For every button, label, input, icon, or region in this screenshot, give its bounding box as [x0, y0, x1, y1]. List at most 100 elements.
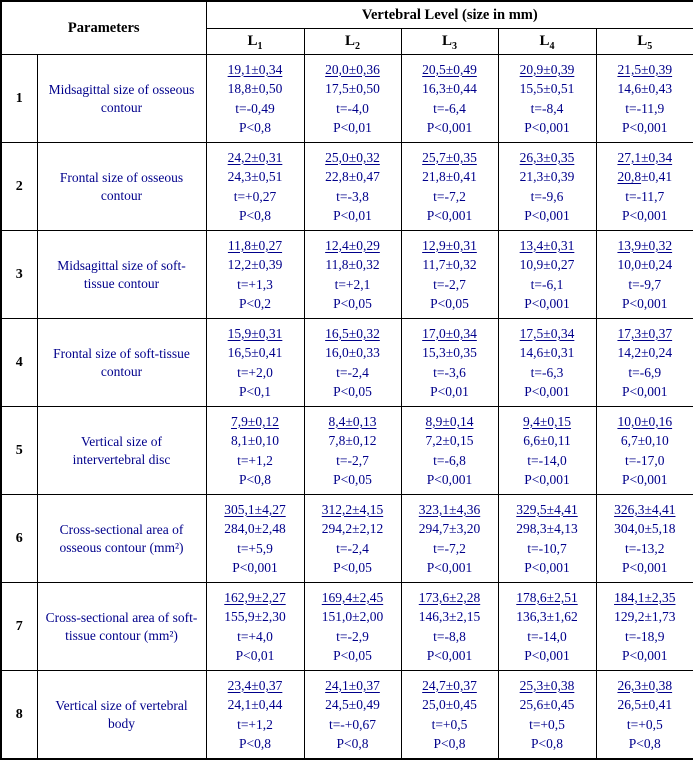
cell-line-3: t=-14,0	[499, 627, 596, 647]
cell-line-4: P<0,01	[207, 646, 304, 666]
cell-line-1: 23,4±0,37	[207, 676, 304, 696]
row-number: 1	[1, 55, 37, 143]
cell-line-4: P<0,1	[207, 382, 304, 402]
row-number: 8	[1, 671, 37, 760]
cell-line-2: 146,3±2,15	[402, 607, 498, 627]
parameters-header: Parameters	[1, 1, 206, 55]
cell-line-2: 20,8±0,41	[597, 167, 693, 187]
cell-line-1: 24,1±0,37	[305, 676, 401, 696]
row-number: 3	[1, 231, 37, 319]
parameter-name: Midsagittal size of soft-tissue contour	[37, 231, 206, 319]
cell-line-3: t=-4,0	[305, 99, 401, 119]
cell-line-4: P<0,001	[499, 206, 596, 226]
cell-line-2: 11,8±0,32	[305, 255, 401, 275]
cell-line-1: 17,0±0,34	[402, 324, 498, 344]
cell-line-4: P<0,8	[499, 734, 596, 754]
cell-line-4: P<0,001	[597, 382, 693, 402]
cell-line-4: P<0,001	[402, 558, 498, 578]
cell-line-2: 16,3±0,44	[402, 79, 498, 99]
cell-line-2: 6,6±0,11	[499, 431, 596, 451]
row-number: 6	[1, 495, 37, 583]
cell-line-4: P<0,05	[305, 558, 401, 578]
cell-line-2: 21,8±0,41	[402, 167, 498, 187]
cell-line-4: P<0,05	[305, 382, 401, 402]
cell-line-1: 329,5±4,41	[499, 500, 596, 520]
cell-line-3: t=+2,0	[207, 363, 304, 383]
cell-line-3: t=-2,4	[305, 363, 401, 383]
cell-line-3: t=-0,49	[207, 99, 304, 119]
parameter-name: Vertical size of intervertebral disc	[37, 407, 206, 495]
cell-line-1: 25,3±0,38	[499, 676, 596, 696]
cell-line-1: 25,7±0,35	[402, 148, 498, 168]
cell-line-4: P<0,001	[597, 206, 693, 226]
cell-line-4: P<0,001	[402, 118, 498, 138]
cell-line-4: P<0,01	[305, 206, 401, 226]
cell-line-1: 16,5±0,32	[305, 324, 401, 344]
cell-line-4: P<0,8	[207, 206, 304, 226]
cell-line-4: P<0,001	[597, 470, 693, 490]
underlined-part: 20,8	[617, 169, 641, 184]
cell-line-3: t=-6,3	[499, 363, 596, 383]
cell-line-2: 26,5±0,41	[597, 695, 693, 715]
cell-line-1: 8,9±0,14	[402, 412, 498, 432]
cell-line-4: P<0,8	[207, 734, 304, 754]
parameter-name: Vertical size of vertebral body	[37, 671, 206, 760]
cell-line-3: t=-2,9	[305, 627, 401, 647]
cell-line-2: 136,3±1,62	[499, 607, 596, 627]
cell-line-2: 25,6±0,45	[499, 695, 596, 715]
cell-line-2: 12,2±0,39	[207, 255, 304, 275]
cell-line-4: P<0,001	[597, 118, 693, 138]
cell-line-3: t=+1,2	[207, 451, 304, 471]
cell-line-1: 17,5±0,34	[499, 324, 596, 344]
cell-line-2: 7,2±0,15	[402, 431, 498, 451]
parameter-name: Frontal size of soft-tissue contour	[37, 319, 206, 407]
cell-line-3: t=-8,8	[402, 627, 498, 647]
cell-line-2: 15,5±0,51	[499, 79, 596, 99]
cell-line-2: 7,8±0,12	[305, 431, 401, 451]
cell-line-1: 13,9±0,32	[597, 236, 693, 256]
cell-line-4: P<0,001	[207, 558, 304, 578]
cell-line-2: 298,3±4,13	[499, 519, 596, 539]
cell-line-1: 9,4±0,15	[499, 412, 596, 432]
cell-line-3: t=-2,7	[402, 275, 498, 295]
cell-line-1: 312,2±4,15	[305, 500, 401, 520]
cell-line-2: 24,1±0,44	[207, 695, 304, 715]
cell-line-1: 20,0±0,36	[305, 60, 401, 80]
cell-line-1: 25,0±0,32	[305, 148, 401, 168]
cell-line-1: 7,9±0,12	[207, 412, 304, 432]
cell-line-4: P<0,8	[597, 734, 693, 754]
cell-line-1: 24,2±0,31	[207, 148, 304, 168]
cell-line-1: 326,3±4,41	[597, 500, 693, 520]
cell-line-4: P<0,001	[597, 294, 693, 314]
level-header-l5: L5	[596, 29, 693, 55]
cell-line-3: t=-2,7	[305, 451, 401, 471]
cell-line-2: 284,0±2,48	[207, 519, 304, 539]
cell-line-3: t=-+0,67	[305, 715, 401, 735]
cell-line-2: 10,9±0,27	[499, 255, 596, 275]
cell-line-2: 24,3±0,51	[207, 167, 304, 187]
cell-line-3: t=-11,9	[597, 99, 693, 119]
cell-line-4: P<0,8	[402, 734, 498, 754]
cell-line-4: P<0,05	[402, 294, 498, 314]
cell-line-1: 169,4±2,45	[305, 588, 401, 608]
cell-line-4: P<0,001	[499, 382, 596, 402]
